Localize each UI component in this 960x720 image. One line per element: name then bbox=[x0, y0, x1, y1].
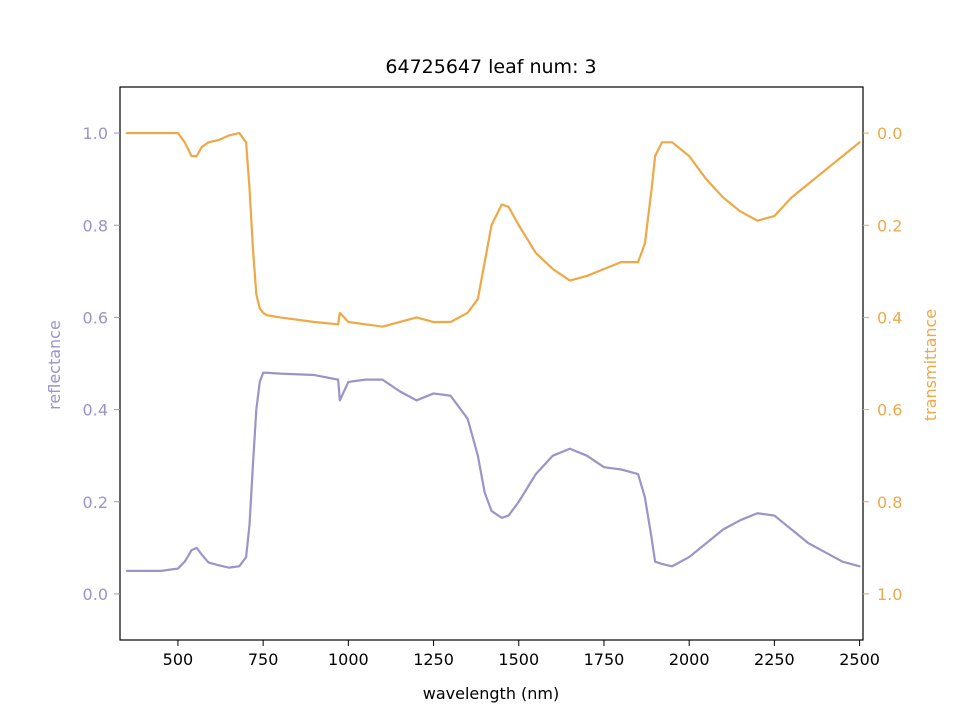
y-axis-label-left: reflectance bbox=[45, 320, 64, 410]
x-tick-label: 1250 bbox=[413, 650, 454, 669]
y-left-tick-label: 1.0 bbox=[83, 124, 108, 143]
y-right-tick-label: 0.4 bbox=[877, 308, 902, 327]
y-left-tick-label: 0.2 bbox=[83, 493, 108, 512]
x-tick-label: 1500 bbox=[498, 650, 539, 669]
x-tick-label: 1000 bbox=[328, 650, 369, 669]
transmittance-series-line bbox=[125, 131, 861, 328]
x-axis-label: wavelength (nm) bbox=[423, 684, 560, 703]
chart-title: 64725647 leaf num: 3 bbox=[385, 56, 596, 78]
y-right-tick-label: 1.0 bbox=[877, 585, 902, 604]
y-right-tick-label: 0.0 bbox=[877, 124, 902, 143]
plot-frame bbox=[119, 86, 864, 641]
x-tick-label: 500 bbox=[163, 650, 194, 669]
axes-layer: 500 750 1000 1250 1500 1750 2000 2250 2500 0.0 0.2… bbox=[83, 86, 902, 669]
y-left-tick-label: 0.0 bbox=[83, 585, 108, 604]
y-right-tick-label: 0.8 bbox=[877, 493, 902, 512]
y-axis-label-right: transmittance bbox=[921, 309, 940, 421]
x-tick-label: 1750 bbox=[584, 650, 625, 669]
plot-layer bbox=[125, 131, 861, 572]
x-tick-label: 2000 bbox=[669, 650, 710, 669]
y-left-tick-label: 0.8 bbox=[83, 216, 108, 235]
reflectance-series-line bbox=[125, 371, 861, 572]
y-right-tick-label: 0.2 bbox=[877, 216, 902, 235]
x-tick-label: 2500 bbox=[839, 650, 880, 669]
y-left-tick-label: 0.6 bbox=[83, 308, 108, 327]
y-right-tick-label: 0.6 bbox=[877, 401, 902, 420]
x-tick-label: 750 bbox=[248, 650, 279, 669]
x-tick-label: 2250 bbox=[754, 650, 795, 669]
y-left-tick-label: 0.4 bbox=[83, 401, 108, 420]
